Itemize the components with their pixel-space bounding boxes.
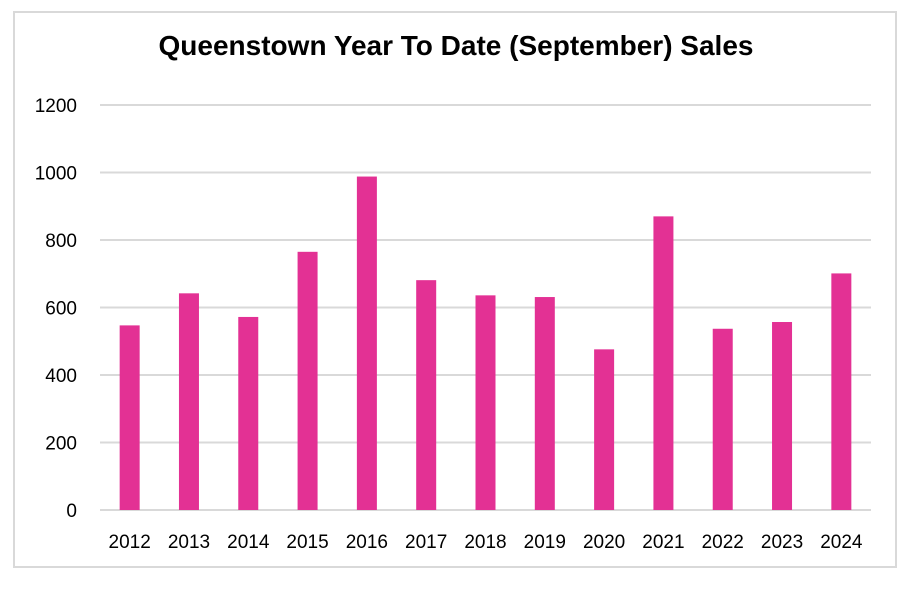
y-tick-label: 400	[45, 366, 77, 387]
x-tick-label: 2023	[761, 532, 803, 553]
bar-2014	[238, 316, 259, 510]
bar-2017	[416, 280, 437, 510]
bar-2012	[119, 325, 140, 510]
x-axis-ticks: 2012 2013 2014 2015 2016 2017 2018 2019 2020 2021…	[109, 532, 863, 553]
x-tick-label: 2015	[286, 532, 328, 553]
bar-2024	[831, 273, 852, 510]
x-tick-label: 2012	[109, 532, 151, 553]
y-tick-label: 1200	[35, 96, 77, 117]
x-tick-label: 2022	[702, 532, 744, 553]
x-tick-label: 2019	[524, 532, 566, 553]
x-tick-label: 2013	[168, 532, 210, 553]
y-tick-label: 1000	[35, 164, 77, 185]
bar-2016	[356, 176, 377, 511]
x-tick-label: 2021	[642, 532, 684, 553]
x-tick-label: 2020	[583, 532, 625, 553]
bar-2013	[178, 293, 199, 510]
chart-title: Queenstown Year To Date (September) Sale…	[158, 30, 754, 61]
x-tick-label: 2017	[405, 532, 447, 553]
chart-frame	[13, 11, 897, 568]
bar-2015	[297, 251, 318, 510]
bar-2018	[475, 295, 496, 510]
x-tick-label: 2016	[346, 532, 388, 553]
y-tick-label: 0	[66, 501, 77, 522]
x-tick-label: 2014	[227, 532, 270, 553]
bar-2021	[653, 216, 674, 510]
y-tick-label: 200	[45, 434, 77, 455]
y-axis-ticks: 0 200 400 600 800 1000 1200	[35, 96, 77, 522]
y-tick-label: 800	[45, 231, 77, 252]
bars	[119, 176, 852, 511]
bar-2020	[594, 349, 615, 510]
y-tick-label: 600	[45, 299, 77, 320]
x-tick-label: 2018	[464, 532, 506, 553]
bar-2019	[534, 297, 555, 510]
bar-2022	[712, 328, 733, 510]
x-tick-label: 2024	[820, 532, 863, 553]
bar-2023	[772, 322, 793, 510]
